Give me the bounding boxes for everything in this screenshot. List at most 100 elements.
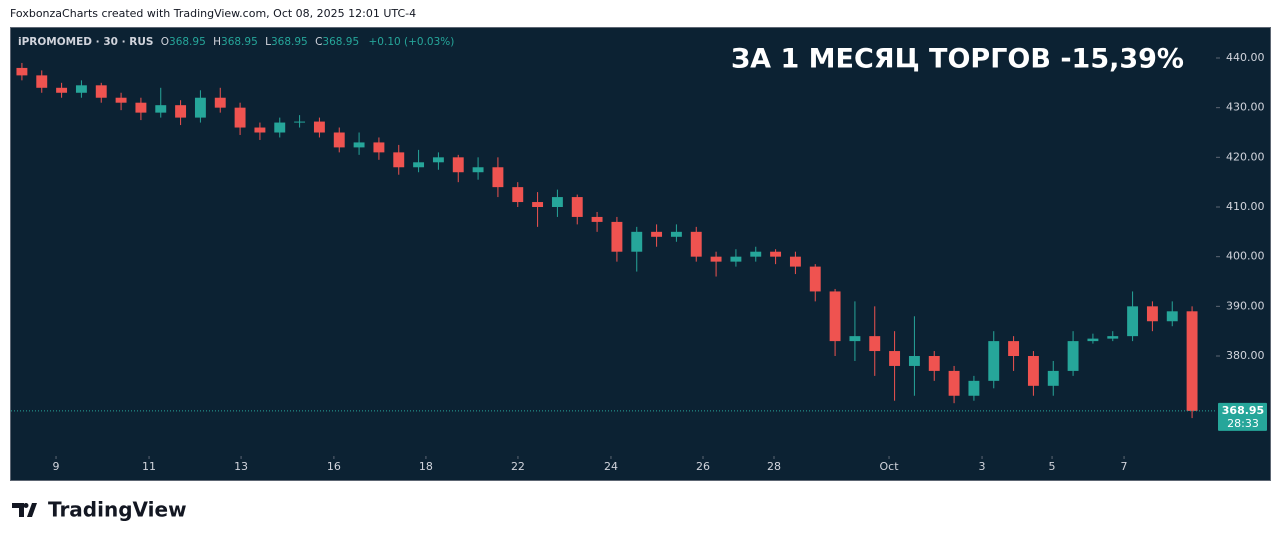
legend-label: C — [315, 36, 322, 48]
candle-body — [254, 127, 266, 133]
candle-body — [710, 256, 722, 262]
candle-body — [294, 121, 306, 123]
tradingview-logo — [12, 503, 37, 517]
candle-body — [393, 152, 405, 168]
candle-body — [631, 231, 643, 252]
candle-body — [670, 231, 682, 237]
candle-body — [651, 231, 663, 237]
candle-body — [988, 341, 1000, 381]
last-price-box — [1218, 402, 1267, 431]
annotation: ЗА 1 МЕСЯЦ ТОРГОВ -15,39% — [731, 44, 1184, 75]
candle-body — [313, 121, 325, 133]
legend-label: O — [161, 36, 169, 48]
y-tick-label: 380.00 — [1226, 349, 1265, 362]
x-tick-label: 11 — [142, 460, 156, 473]
candle-body — [36, 75, 48, 88]
candle-body — [948, 370, 960, 396]
candle-body — [750, 251, 762, 257]
candle-body — [611, 221, 623, 252]
candle-body — [1146, 306, 1158, 322]
candle-body — [928, 356, 940, 371]
legend-value: 368.95 — [271, 36, 308, 48]
candle-body — [353, 142, 365, 148]
x-tick-label: 24 — [604, 460, 618, 473]
legend-label: L — [265, 36, 271, 48]
candle-body — [690, 231, 702, 257]
candle-body — [809, 266, 821, 292]
y-tick-label: 420.00 — [1226, 150, 1265, 163]
candle-body — [1186, 311, 1198, 411]
x-tick-label: 26 — [696, 460, 710, 473]
candle-body — [1047, 370, 1059, 386]
x-tick-label: Oct — [880, 460, 900, 473]
candle-body — [512, 187, 524, 203]
candle-body — [413, 162, 425, 168]
candle-body — [1087, 338, 1099, 342]
candle-body — [829, 291, 841, 342]
candle-body — [1166, 311, 1178, 322]
footer-brand: TradingView — [48, 498, 187, 522]
symbol: iPROMOMED · 30 · RUS — [18, 36, 153, 48]
candle-body — [1107, 336, 1119, 339]
candle-body — [214, 97, 226, 108]
legend-label: H — [213, 36, 221, 48]
chart-frame — [10, 27, 1271, 481]
x-tick-label: 7 — [1121, 460, 1128, 473]
candle-body — [789, 256, 801, 267]
candle-body — [889, 351, 901, 366]
candle-body — [1008, 341, 1020, 357]
last-price-label: 368.95 — [1222, 404, 1264, 417]
candle-body — [1027, 356, 1039, 386]
candle-body — [908, 356, 920, 366]
candle-body — [730, 256, 742, 262]
candle-body — [175, 105, 187, 118]
candle-body — [155, 105, 167, 113]
candle-body — [274, 122, 286, 133]
y-tick-label: 440.00 — [1226, 51, 1265, 64]
legend-value: 368.95 — [221, 36, 258, 48]
x-tick-label: 16 — [327, 460, 341, 473]
candle-body — [16, 67, 28, 76]
countdown: 28:33 — [1227, 417, 1259, 430]
candle-body — [492, 167, 504, 188]
legend-change: +0.10 (+0.03%) — [369, 36, 455, 48]
x-tick-label: 28 — [767, 460, 781, 473]
candle-body — [432, 157, 444, 163]
x-tick-label: 18 — [419, 460, 433, 473]
legend-value: 368.95 — [322, 36, 359, 48]
candle-body — [591, 216, 603, 222]
candle-body — [472, 167, 484, 173]
candle-body — [333, 132, 345, 148]
y-tick-label: 390.00 — [1226, 299, 1265, 312]
candle-body — [115, 97, 127, 103]
legend-value: 368.95 — [169, 36, 206, 48]
candle-body — [1127, 306, 1139, 337]
candle-body — [373, 142, 385, 153]
candle-body — [551, 197, 563, 208]
candle-body — [194, 97, 206, 118]
x-tick-label: 22 — [511, 460, 525, 473]
y-tick-label: 400.00 — [1226, 250, 1265, 263]
candle-body — [452, 157, 464, 173]
header: FoxbonzaCharts created with TradingView.… — [10, 7, 416, 20]
candle-body — [1067, 341, 1079, 371]
candle-body — [968, 380, 980, 396]
ohlc-legend: iPROMOMED · 30 · RUS O368.95 H368.95 L36… — [18, 36, 454, 48]
y-tick-label: 410.00 — [1226, 200, 1265, 213]
x-tick-label: 5 — [1049, 460, 1056, 473]
candle-body — [75, 85, 87, 93]
candle-body — [869, 336, 881, 352]
candle-body — [95, 85, 107, 98]
x-tick-label: 9 — [53, 460, 60, 473]
candle-body — [849, 336, 861, 342]
candle-body — [135, 102, 147, 113]
candle-body — [234, 107, 246, 128]
y-tick-label: 430.00 — [1226, 101, 1265, 114]
candle-body — [56, 87, 68, 93]
candle-body — [571, 197, 583, 217]
x-tick-label: 13 — [234, 460, 248, 473]
x-tick-label: 3 — [979, 460, 986, 473]
candle-body — [770, 251, 782, 257]
